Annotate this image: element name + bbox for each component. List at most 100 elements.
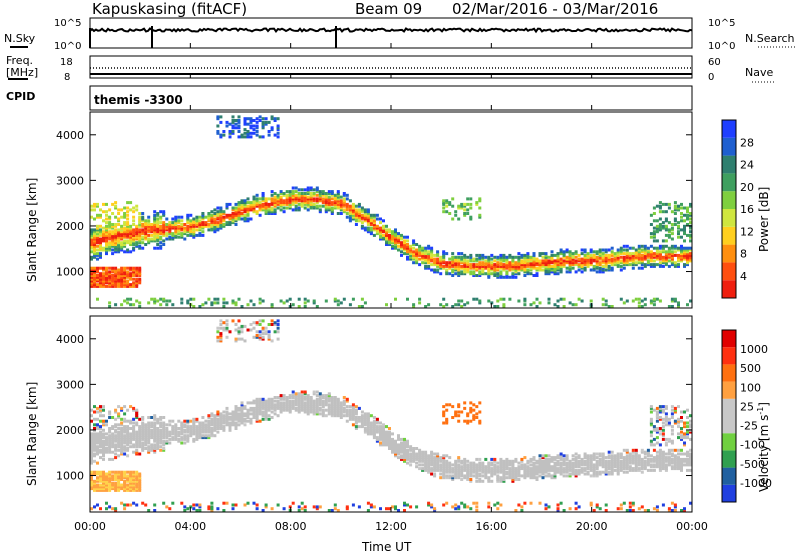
power-cell xyxy=(138,279,142,283)
power-cell xyxy=(216,224,220,228)
velocity-cell xyxy=(415,456,419,460)
power-cell xyxy=(159,244,163,248)
velocity-cell xyxy=(318,401,322,405)
power-cell xyxy=(135,279,139,283)
power-cell xyxy=(445,270,449,274)
velocity-cell xyxy=(475,405,479,409)
power-cell xyxy=(487,264,491,268)
power-cell xyxy=(637,244,641,248)
velocity-cell xyxy=(258,403,262,407)
velocity-cell xyxy=(234,421,238,425)
velocity-cell xyxy=(354,408,358,412)
power-cell xyxy=(451,197,455,201)
velocity-cell xyxy=(96,450,99,454)
velocity-cell xyxy=(493,468,497,472)
power-cell xyxy=(219,219,223,223)
velocity-cell xyxy=(385,430,388,434)
power-cell xyxy=(162,243,166,246)
velocity-cell xyxy=(418,450,422,454)
power-cell xyxy=(637,248,641,252)
velocity-cell xyxy=(255,335,259,339)
velocity-cell xyxy=(273,405,277,409)
velocity-cell xyxy=(574,457,578,461)
velocity-cell xyxy=(592,465,596,469)
velocity-cell xyxy=(120,450,124,454)
power-cell xyxy=(132,283,136,287)
power-cell xyxy=(391,233,394,237)
power-cell xyxy=(102,233,105,237)
velocity-cell xyxy=(369,425,373,429)
power-cell xyxy=(210,228,214,232)
power-cell xyxy=(309,195,313,199)
power-cell xyxy=(634,252,638,256)
power-cell xyxy=(526,259,530,263)
velocity-cell xyxy=(129,476,133,480)
power-cell xyxy=(156,217,160,221)
power-cell xyxy=(511,266,515,270)
power-cell xyxy=(276,135,280,139)
velocity-cell xyxy=(240,417,244,421)
power-cell xyxy=(111,266,115,270)
power-cell xyxy=(198,228,202,232)
power-cell xyxy=(297,195,301,199)
power-cell xyxy=(360,217,364,221)
power-cell xyxy=(276,197,280,201)
power-cell xyxy=(252,128,256,132)
power-cell xyxy=(670,210,674,214)
power-cell xyxy=(312,204,316,208)
power-cell xyxy=(129,226,133,230)
power-cell xyxy=(186,219,190,223)
velocity-cell xyxy=(240,324,244,328)
velocity-cell xyxy=(559,470,563,474)
velocity-cell xyxy=(345,507,349,511)
power-cell xyxy=(502,268,506,272)
velocity-cell xyxy=(351,410,355,414)
velocity-cell xyxy=(445,419,449,423)
velocity-cell xyxy=(108,428,112,432)
power-cell xyxy=(309,188,313,192)
velocity-cell xyxy=(418,452,422,456)
velocity-cell xyxy=(574,463,578,467)
velocity-cell xyxy=(529,463,533,467)
power-cell xyxy=(192,230,196,234)
velocity-cell xyxy=(165,439,169,443)
power-cell xyxy=(216,115,220,119)
velocity-cell xyxy=(90,441,93,445)
velocity-cell xyxy=(385,436,388,440)
velocity-cell xyxy=(351,406,355,410)
power-cell xyxy=(652,259,656,263)
power-cell xyxy=(255,202,259,206)
velocity-cell xyxy=(520,505,524,509)
velocity-cell xyxy=(619,452,623,456)
power-cell xyxy=(508,264,512,268)
velocity-cell xyxy=(625,463,629,467)
velocity-cell xyxy=(279,406,283,410)
power-cell xyxy=(255,117,259,121)
power-cell xyxy=(132,232,136,236)
velocity-cell xyxy=(108,485,112,489)
power-cell xyxy=(336,299,340,303)
power-cell xyxy=(592,259,596,263)
velocity-cell xyxy=(568,472,572,476)
power-cell xyxy=(442,210,446,214)
power-cell xyxy=(586,261,590,265)
power-cell xyxy=(583,268,587,272)
velocity-cell xyxy=(141,417,145,421)
velocity-cell xyxy=(595,465,599,469)
velocity-cell xyxy=(132,488,136,492)
power-cell xyxy=(598,266,602,270)
power-cell xyxy=(285,299,289,303)
velocity-cell xyxy=(517,472,521,476)
velocity-cell xyxy=(366,421,370,425)
velocity-cell xyxy=(409,454,413,458)
velocity-cell xyxy=(144,503,148,507)
power-cell xyxy=(421,255,425,259)
velocity-cell xyxy=(610,456,614,460)
velocity-cell xyxy=(102,414,105,418)
station-title: Kapuskasing (fitACF) xyxy=(92,0,247,18)
velocity-cell xyxy=(403,450,406,454)
power-cell xyxy=(680,248,683,252)
velocity-cell xyxy=(391,437,394,441)
velocity-cell xyxy=(132,432,136,436)
power-cell xyxy=(667,235,671,239)
